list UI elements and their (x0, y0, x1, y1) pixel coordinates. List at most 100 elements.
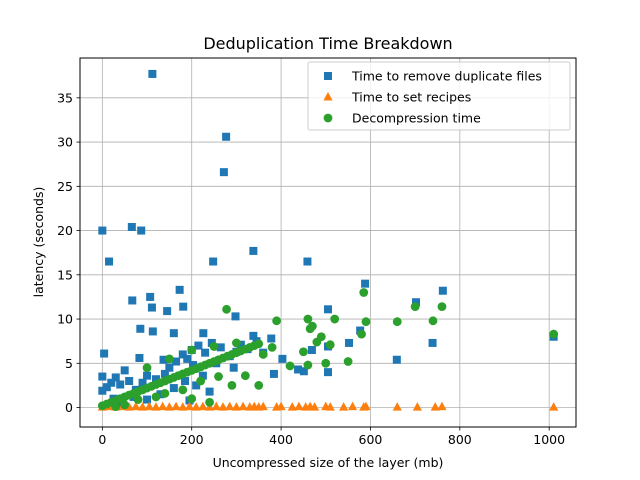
set-recipes-point (164, 402, 174, 411)
duplicate-removal-point (361, 279, 370, 288)
x-tick-label: 400 (269, 432, 293, 447)
duplicate-removal-point (159, 355, 168, 364)
duplicate-removal-point (98, 386, 107, 395)
x-axis-label: Uncompressed size of the layer (mb) (213, 455, 444, 470)
set-recipes-point (178, 402, 188, 411)
duplicate-removal-point (98, 226, 107, 235)
duplicate-removal-point (128, 296, 137, 305)
duplicate-removal-point (299, 367, 308, 376)
legend-marker (323, 92, 333, 101)
duplicate-removal-point (199, 329, 208, 338)
set-recipes-point (238, 401, 248, 411)
set-recipes-point (191, 402, 201, 411)
decompression-point (205, 397, 214, 407)
y-tick-label: 0 (65, 400, 73, 415)
legend-label: Time to remove duplicate files (351, 69, 542, 84)
set-recipes-point (231, 402, 241, 411)
set-recipes-point (347, 401, 358, 411)
duplicate-removal-point (278, 354, 287, 363)
set-recipes-point (339, 402, 349, 411)
set-recipes-point (211, 401, 221, 411)
duplicate-removal-point (175, 285, 184, 294)
set-recipes-point (131, 401, 141, 411)
decompression-point (325, 340, 335, 350)
duplicate-removal-point (249, 246, 258, 255)
decompression-point (258, 350, 268, 359)
duplicate-removal-point (201, 348, 210, 357)
duplicate-removal-point (135, 353, 144, 362)
decompression-point (321, 358, 331, 368)
duplicate-removal-point (102, 383, 111, 392)
series-triangle (97, 401, 559, 411)
x-tick-label: 800 (448, 432, 472, 447)
duplicate-removal-point (229, 363, 238, 372)
decompression-point (549, 329, 559, 339)
decompression-point (303, 360, 313, 370)
set-recipes-point (218, 402, 228, 411)
duplicate-removal-point (205, 387, 214, 396)
duplicate-removal-point (183, 354, 192, 363)
duplicate-removal-point (111, 373, 120, 382)
x-tick-label: 600 (359, 432, 383, 447)
set-recipes-point (171, 401, 181, 411)
duplicate-removal-point (151, 375, 160, 384)
duplicate-removal-point (178, 350, 187, 359)
duplicate-removal-point (116, 380, 125, 389)
duplicate-removal-point (165, 363, 174, 372)
duplicate-removal-point (392, 355, 401, 364)
duplicate-removal-point (107, 378, 116, 387)
duplicate-removal-point (146, 292, 155, 301)
decompression-point (164, 354, 174, 364)
duplicate-removal-point (160, 369, 169, 378)
duplicate-removal-point (222, 132, 231, 141)
duplicate-removal-point (148, 327, 157, 336)
duplicate-removal-point (307, 346, 316, 355)
duplicate-removal-point (198, 371, 207, 380)
set-recipes-point (294, 401, 304, 411)
decompression-point (361, 317, 371, 327)
y-tick-label: 10 (57, 312, 73, 327)
decompression-point (222, 304, 231, 314)
duplicate-removal-point (249, 331, 258, 340)
duplicate-removal-point (143, 395, 152, 404)
decompression-point (428, 316, 438, 326)
duplicate-removal-point (125, 376, 134, 385)
axis-ticks: 0 200 400 600 800 1000 0 5 10 15 20 25 30 35 (57, 90, 565, 447)
duplicate-removal-point (438, 286, 447, 295)
y-axis-label: latency (seconds) (31, 187, 46, 298)
chart-title: Deduplication Time Breakdown (203, 34, 452, 53)
set-recipes-point (276, 401, 286, 411)
duplicate-removal-point (231, 312, 240, 321)
legend: Time to remove duplicate files Time to se… (307, 61, 571, 131)
decompression-point (330, 314, 340, 324)
duplicate-removal-point (303, 257, 312, 266)
decompression-point (316, 332, 326, 342)
duplicate-removal-point (216, 343, 225, 352)
duplicate-removal-point (236, 340, 245, 349)
decompression-point (272, 316, 282, 326)
y-tick-label: 35 (57, 90, 73, 105)
duplicate-removal-point (100, 349, 109, 358)
decompression-point (120, 400, 130, 410)
set-recipes-point (198, 401, 208, 411)
y-tick-label: 5 (65, 356, 73, 371)
legend-label: Decompression time (352, 111, 481, 126)
series-circle (97, 288, 559, 412)
set-recipes-point (412, 402, 422, 411)
decompression-point (343, 357, 353, 366)
decompression-point (160, 388, 170, 398)
set-recipes-point (225, 401, 235, 411)
legend-marker (323, 113, 333, 123)
decompression-point (303, 314, 313, 324)
duplicate-removal-point (412, 298, 421, 307)
duplicate-removal-point (163, 307, 172, 316)
decompression-point (240, 371, 250, 381)
decompression-point (357, 329, 366, 339)
duplicate-removal-point (324, 368, 332, 377)
duplicate-removal-point (137, 226, 146, 235)
decompression-point (231, 338, 241, 348)
y-tick-label: 25 (57, 179, 73, 194)
duplicate-removal-point (192, 381, 201, 390)
x-tick-label: 0 (98, 432, 106, 447)
